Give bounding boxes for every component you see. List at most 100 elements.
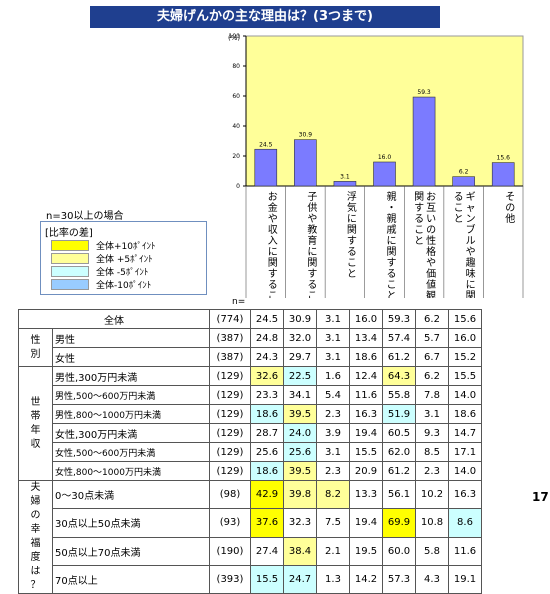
table-cell: 23.3 (250, 385, 284, 405)
bar (452, 176, 475, 187)
table-cell: 3.1 (316, 347, 350, 367)
table-cell: 4.3 (415, 564, 449, 594)
table-cell: 42.9 (250, 479, 284, 510)
table-row: 女性,500～600万円未満 (129) 25.6 25.6 3.1 15.5 62.0 8.… (19, 442, 482, 462)
table-cell: 8.2 (316, 479, 350, 510)
table-cell: 3.1 (316, 328, 350, 348)
y-tick-label: 60 (232, 93, 240, 100)
table-cell: 20.9 (349, 461, 383, 481)
table-cell: 11.6 (448, 536, 482, 566)
row-n: (387) (209, 347, 251, 367)
page-title: 夫婦げんかの主な理由は？(3つまで) (90, 6, 440, 28)
table-cell: 16.0 (448, 328, 482, 348)
table-cell: 3.9 (316, 423, 350, 443)
table-cell: 2.1 (316, 536, 350, 566)
table-cell: 15.6 (448, 309, 482, 329)
group-label: 世帯年収 (18, 366, 53, 481)
bar (373, 161, 396, 187)
row-n: (129) (209, 423, 251, 443)
table-cell: 15.5 (448, 366, 482, 386)
table-cell: 59.3 (382, 309, 416, 329)
category-label: ギャンブルや趣味に関すること (454, 191, 476, 298)
table-cell: 2.3 (316, 404, 350, 424)
row-n: (129) (209, 442, 251, 462)
table-cell: 60.5 (382, 423, 416, 443)
table-cell: 1.3 (316, 564, 350, 594)
bar (333, 181, 357, 187)
table-row: 夫婦の幸福度は？ 0～30点未満 (98) 42.9 39.8 8.2 13.3 56.1 10… (18, 479, 482, 594)
table-cell: 10.8 (415, 508, 449, 538)
table-cell: 27.4 (250, 536, 284, 566)
table-cell: 5.7 (415, 328, 449, 348)
table-cell: 18.6 (250, 404, 284, 424)
table-cell: 25.6 (283, 442, 317, 462)
row-label: 男性,500～600万円未満 (52, 385, 210, 405)
y-tick-label: 40 (232, 123, 240, 130)
legend: [比率の差] 全体+10ﾎﾟｲﾝﾄ 全体 +5ﾎﾟｲﾝﾄ 全体 -5ﾎﾟｲﾝﾄ … (40, 221, 207, 295)
legend-item: 全体 +5ﾎﾟｲﾝﾄ (51, 252, 191, 265)
table-cell: 25.6 (250, 442, 284, 462)
row-label: 0～30点未満 (52, 479, 210, 510)
data-label: 6.2 (459, 169, 469, 176)
table-cell: 24.7 (283, 564, 317, 594)
data-table: 全体 (774) 24.5 30.9 3.1 16.0 59.3 6.2 15.6 性別男性 (38… (18, 309, 482, 594)
table-cell: 56.1 (382, 479, 416, 510)
row-label: 全体 (18, 309, 210, 329)
table-cell: 61.2 (382, 347, 416, 367)
table-row: 女性 (387) 24.3 29.7 3.1 18.6 61.2 6.7 15.2 (19, 347, 482, 367)
table-cell: 14.2 (349, 564, 383, 594)
table-cell: 32.6 (250, 366, 284, 386)
row-n: (129) (209, 366, 251, 386)
row-label: 50点以上70点未満 (52, 536, 210, 566)
table-cell: 7.8 (415, 385, 449, 405)
table-cell: 14.7 (448, 423, 482, 443)
data-label: 16.0 (378, 154, 392, 161)
row-label: 男性,300万円未満 (52, 366, 210, 386)
row-n: (129) (209, 404, 251, 424)
legend-label: 全体+10ﾎﾟｲﾝﾄ (96, 242, 156, 252)
category-label: 子供や教育に関すること (307, 191, 317, 298)
table-cell: 13.4 (349, 328, 383, 348)
category-label: 浮気に関すること (347, 191, 357, 280)
table-cell: 57.4 (382, 328, 416, 348)
table-cell: 24.0 (283, 423, 317, 443)
table-cell: 16.3 (349, 404, 383, 424)
table-cell: 18.6 (250, 461, 284, 481)
n-header: n= (232, 297, 246, 307)
table-cell: 69.9 (382, 508, 416, 538)
category-label: お金や収入に関すること (268, 191, 278, 298)
legend-swatch (51, 266, 89, 277)
data-label: 24.5 (259, 141, 273, 148)
table-cell: 38.4 (283, 536, 317, 566)
group-label: 夫婦の幸福度は？ (18, 480, 53, 594)
y-tick-label: 0 (236, 183, 240, 190)
table-cell: 19.5 (349, 536, 383, 566)
table-cell: 6.7 (415, 347, 449, 367)
row-label: 女性,500～600万円未満 (52, 442, 210, 462)
table-cell: 13.3 (349, 479, 383, 510)
table-cell: 17.1 (448, 442, 482, 462)
legend-label: 全体-10ﾎﾟｲﾝﾄ (96, 281, 152, 291)
table-cell: 16.3 (448, 479, 482, 510)
table-row: 30点以上50点未満 (93) 37.6 32.3 7.5 19.4 69.9 10.8 8.6 (19, 508, 482, 538)
bar (254, 148, 278, 187)
table-cell: 61.2 (382, 461, 416, 481)
legend-item: 全体+10ﾎﾟｲﾝﾄ (51, 239, 191, 252)
row-label: 男性 (52, 328, 210, 348)
row-n: (190) (209, 536, 251, 566)
table-row: 50点以上70点未満 (190) 27.4 38.4 2.1 19.5 60.0 5.8 11.… (19, 536, 482, 566)
table-cell: 3.1 (316, 442, 350, 462)
data-label: 59.3 (417, 89, 431, 96)
table-cell: 8.6 (448, 508, 482, 538)
table-cell: 62.0 (382, 442, 416, 462)
row-label: 男性,800～1000万円未満 (52, 404, 210, 424)
table-cell: 51.9 (382, 404, 416, 424)
table-cell: 28.7 (250, 423, 284, 443)
group-label-text: 性別 (30, 334, 41, 360)
table-cell: 6.2 (415, 309, 449, 329)
data-label: 3.1 (340, 173, 350, 180)
legend-label: 全体 +5ﾎﾟｲﾝﾄ (96, 255, 153, 265)
table-cell: 1.6 (316, 366, 350, 386)
data-label: 15.6 (497, 155, 511, 162)
table-cell: 37.6 (250, 508, 284, 538)
